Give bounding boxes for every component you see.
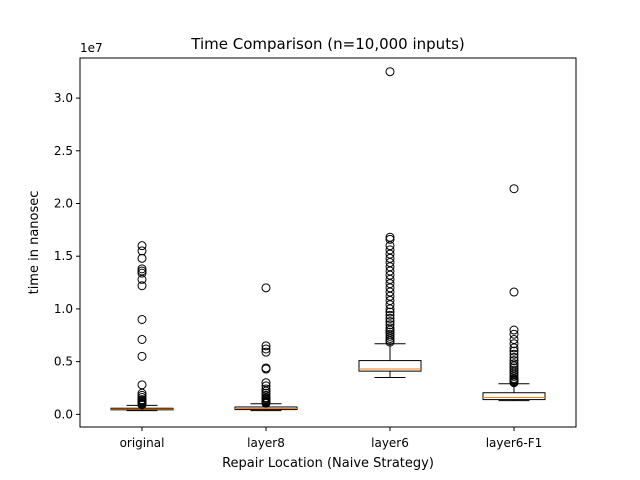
outlier-point	[261, 364, 271, 374]
outlier-point	[385, 313, 395, 323]
outlier-point	[509, 349, 519, 359]
outlier-point	[137, 334, 147, 344]
box-group-original	[110, 241, 174, 412]
y-tick-label: 1.5	[54, 249, 73, 263]
outlier-point	[509, 329, 519, 339]
x-axis-label: Repair Location (Naive Strategy)	[222, 456, 434, 471]
y-tick-label: 3.0	[54, 91, 73, 105]
y-axis-ticks: 0.0 0.5 1.0 1.5 2.0 2.5 3.0	[54, 91, 80, 421]
outlier-point	[509, 346, 519, 356]
y-tick-label: 2.5	[54, 144, 73, 158]
outlier-point	[137, 268, 147, 278]
y-axis-multiplier: 1e7	[80, 41, 103, 55]
outlier-point	[385, 331, 395, 341]
outlier-point	[261, 347, 271, 357]
outlier-point	[137, 274, 147, 284]
outlier-point	[261, 283, 271, 293]
x-tick-label: layer8	[247, 436, 285, 450]
outlier-point	[261, 344, 271, 354]
plot-layer	[110, 67, 546, 412]
axes-frame	[79, 57, 577, 428]
y-tick-label: 1.0	[54, 302, 73, 316]
outlier-point	[137, 253, 147, 263]
outlier-point	[509, 378, 519, 388]
box	[482, 392, 546, 401]
outlier-point	[385, 320, 395, 330]
x-axis-ticks: original layer8 layer6 layer6-F1	[120, 427, 543, 450]
outlier-point	[385, 310, 395, 320]
outlier-point	[509, 356, 519, 366]
box-group-layer8	[234, 283, 298, 412]
box-group-layer6	[358, 67, 422, 378]
outlier-point	[137, 351, 147, 361]
outlier-point	[261, 341, 271, 351]
outlier-point	[385, 333, 395, 343]
outlier-point	[385, 300, 395, 310]
outlier-point	[509, 287, 519, 297]
x-tick-label: layer6	[371, 436, 409, 450]
outlier-point	[137, 392, 147, 402]
outlier-point	[385, 304, 395, 314]
outlier-point	[137, 264, 147, 274]
outlier-point	[261, 398, 271, 408]
x-tick-label: original	[120, 436, 165, 450]
box	[358, 360, 422, 372]
y-tick-label: 0.5	[54, 355, 73, 369]
outlier-point	[509, 343, 519, 353]
outlier-point	[137, 241, 147, 251]
outlier-point	[137, 400, 147, 410]
chart-title: Time Comparison (n=10,000 inputs)	[190, 35, 465, 53]
y-tick-label: 2.0	[54, 196, 73, 210]
y-axis-label: time in nanosec	[27, 191, 42, 295]
box-group-layer6-F1	[482, 184, 546, 402]
outlier-point	[385, 67, 395, 77]
outlier-point	[509, 325, 519, 335]
outlier-point	[261, 381, 271, 391]
outlier-point	[385, 307, 395, 317]
outlier-point	[385, 337, 395, 347]
x-tick-label: layer6-F1	[486, 436, 543, 450]
outlier-point	[137, 281, 147, 291]
outlier-point	[137, 246, 147, 256]
outlier-point	[137, 314, 147, 324]
outlier-point	[509, 339, 519, 349]
outlier-point	[385, 234, 395, 244]
outlier-point	[509, 371, 519, 381]
outlier-point	[509, 184, 519, 194]
y-tick-label: 0.0	[54, 407, 73, 421]
